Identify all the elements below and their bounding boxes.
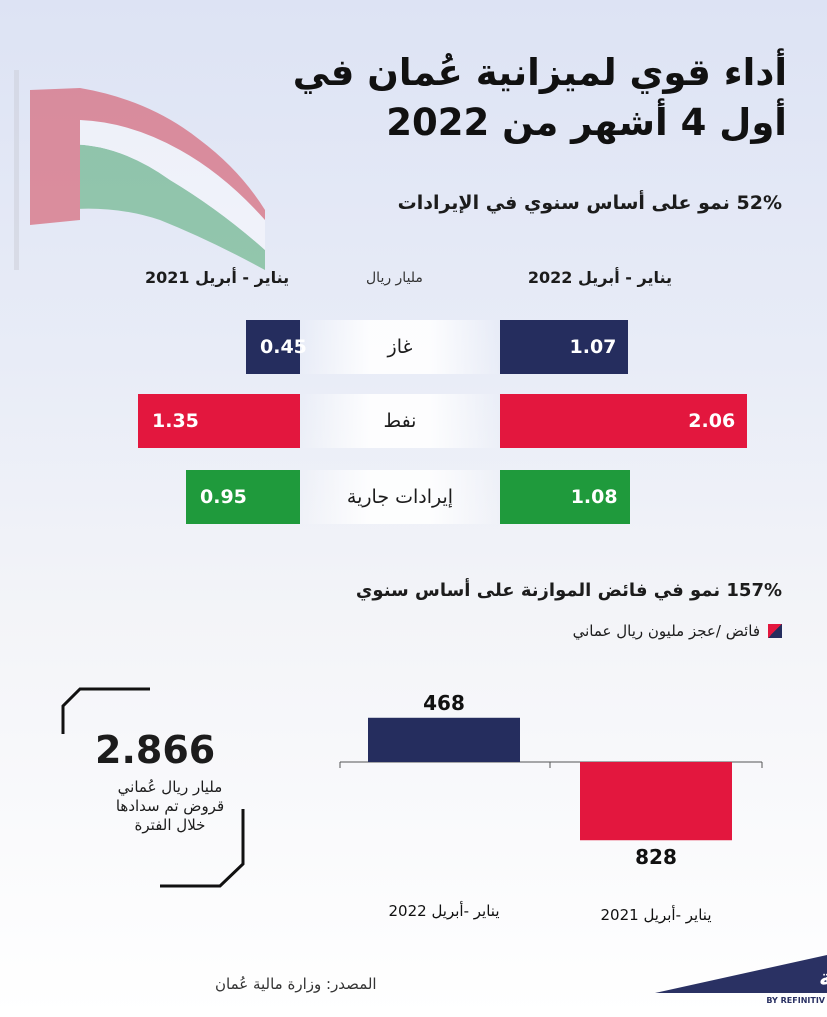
zawya-logo: زاوية BY REFINITIV xyxy=(655,955,827,1005)
column-header-2021: يناير - أبريل 2021 xyxy=(145,268,290,287)
loans-line-1: مليار ريال عُماني xyxy=(117,778,223,796)
category-label-gas: غاز xyxy=(300,320,500,374)
revenue-subtitle: 52% نمو على أساس سنوي في الإيرادات xyxy=(397,192,782,214)
bar-2022-gas: 1.07 xyxy=(500,320,629,374)
balance-subtitle: 157% نمو في فائض الموازنة على أساس سنوي xyxy=(355,580,782,601)
page-title: أداء قوي لميزانية عُمان في أول 4 أشهر من… xyxy=(292,51,787,144)
bar-deficit-2021 xyxy=(580,762,732,841)
bar-label-2022-gas: 1.07 xyxy=(569,336,617,358)
column-header-2022: يناير - أبريل 2022 xyxy=(527,268,672,287)
category-label: يناير -أبريل 2021 xyxy=(600,905,711,924)
legend-label: فائض /عجز مليون ريال عماني xyxy=(572,622,760,640)
bar-2022-oil: 2.06 xyxy=(500,394,748,448)
bar-surplus-2022 xyxy=(368,717,520,762)
bar-value-label: 828 xyxy=(635,845,677,869)
bar-label-2022-oil: 2.06 xyxy=(688,410,736,432)
category-label: يناير -أبريل 2022 xyxy=(388,901,499,920)
bar-label-2021-oil: 1.35 xyxy=(152,410,199,432)
bar-2022-current-revenue: 1.08 xyxy=(500,470,630,524)
category-label-oil: نفط xyxy=(300,394,500,448)
logo-wordmark: زاوية xyxy=(819,966,827,991)
bar-2021-current-revenue: 0.95 xyxy=(186,470,300,524)
balance-legend: فائض /عجز مليون ريال عماني xyxy=(573,622,782,640)
loans-description: مليار ريال عُماني قروض تم سدادها خلال ال… xyxy=(100,778,240,835)
bar-label-2021-current-revenue: 0.95 xyxy=(200,486,247,508)
oman-flag-decoration xyxy=(14,70,265,270)
loans-frame xyxy=(61,687,245,888)
bar-value-label: 468 xyxy=(423,691,465,715)
loans-line-2: قروض تم سدادها xyxy=(115,797,225,815)
bar-label-2021-gas: 0.45 xyxy=(260,336,307,358)
logo-tagline: BY REFINITIV xyxy=(766,996,825,1005)
legend-swatch xyxy=(768,624,782,638)
loans-line-3: خلال الفترة xyxy=(134,816,206,834)
bar-2021-gas: 0.45 xyxy=(246,320,307,374)
loans-value: 2.866 xyxy=(95,728,216,772)
balance-chart: 468 يناير -أبريل 2022 828 يناير -أبريل 2021 xyxy=(339,691,763,924)
bar-2021-oil: 1.35 xyxy=(138,394,300,448)
unit-label: مليار ريال xyxy=(366,270,423,286)
category-label-current-revenue: إيرادات جارية xyxy=(300,470,500,524)
source-note: المصدر: وزارة مالية عُمان xyxy=(215,975,377,993)
bar-label-2022-current-revenue: 1.08 xyxy=(570,486,618,508)
